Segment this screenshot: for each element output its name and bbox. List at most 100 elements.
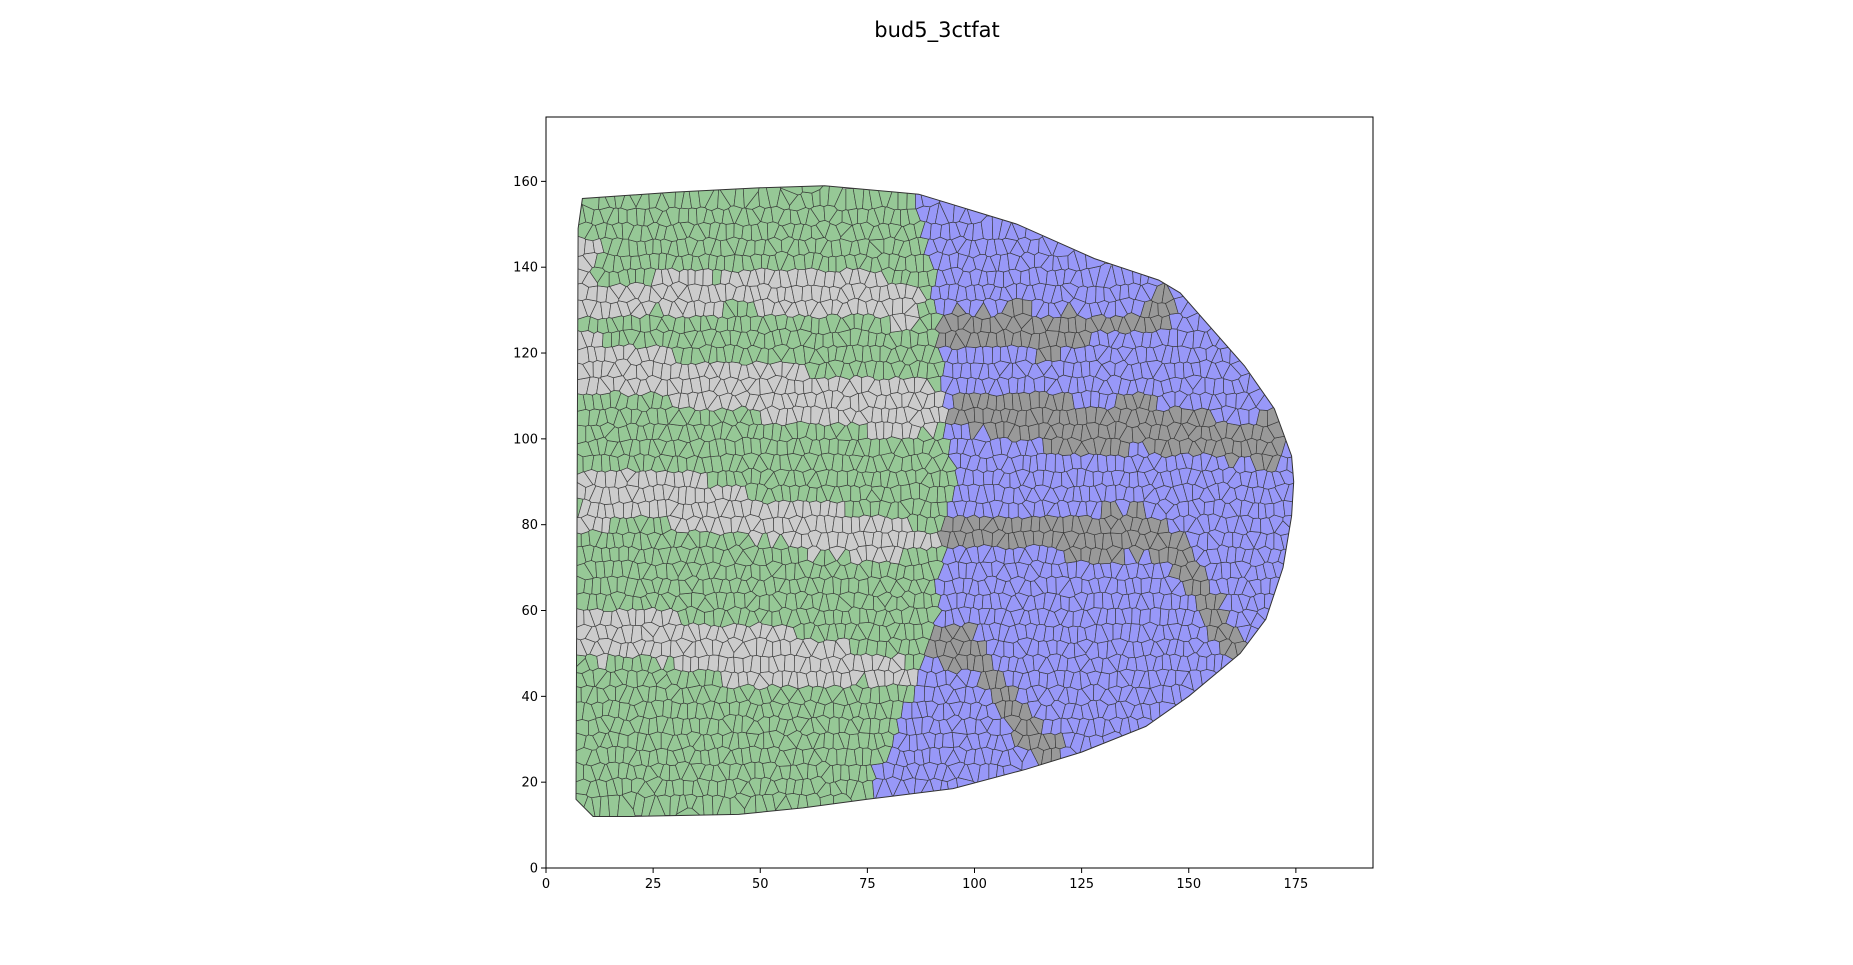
x-tick-label: 75	[859, 877, 876, 892]
tissue-cell	[1075, 407, 1088, 426]
tissue-cell	[678, 207, 690, 224]
tissue-cell	[1046, 575, 1057, 595]
tissue-cell	[690, 655, 700, 673]
tissue-cell	[660, 362, 672, 381]
y-tick-label: 140	[513, 261, 538, 276]
tissue-cell	[1003, 641, 1015, 659]
tissue-cell	[891, 422, 904, 440]
tissue-cell	[892, 297, 903, 316]
tissue-cell	[758, 594, 770, 612]
tissue-cell	[827, 716, 840, 735]
tissue-cell	[1095, 286, 1105, 304]
tissue-cell	[1090, 390, 1100, 408]
tissue-cell	[1030, 515, 1041, 533]
tissue-cell	[876, 640, 888, 657]
tissue-cell	[865, 638, 879, 657]
tissue-cell	[900, 328, 912, 349]
tissue-cell	[750, 654, 762, 675]
tissue-cell	[986, 718, 1001, 736]
tissue-cell	[982, 470, 994, 486]
y-tick-label: 100	[513, 432, 538, 447]
y-tick-label: 160	[513, 175, 538, 190]
tissue-cell	[982, 345, 993, 365]
tissue-cell	[682, 654, 692, 673]
tissue-cell	[694, 487, 705, 504]
tissue-cell	[1105, 607, 1117, 625]
tissue-cell	[934, 732, 944, 750]
tissue-cell	[1058, 316, 1070, 334]
tissue-cell	[687, 268, 696, 286]
tissue-cell	[1038, 671, 1049, 689]
tissue-cell	[606, 745, 617, 763]
tissue-cell	[612, 501, 624, 519]
tissue-cell	[909, 481, 921, 500]
tissue-cell	[1105, 454, 1116, 473]
tissue-cell	[772, 639, 782, 658]
tissue-cell	[741, 224, 752, 242]
tissue-cell	[904, 653, 915, 671]
y-tick-label: 60	[521, 604, 538, 619]
tissue-cell	[1219, 654, 1240, 678]
tissue-cell	[858, 423, 868, 441]
tissue-cell	[740, 315, 751, 333]
tissue-cell	[891, 517, 903, 533]
tissue-cell	[991, 345, 1001, 365]
tissue-cell	[839, 577, 850, 595]
tissue-cell	[828, 437, 839, 456]
tissue-cell	[1200, 579, 1211, 597]
tissue-cell	[822, 332, 834, 349]
tissue-cell	[1280, 531, 1294, 553]
tissue-cell	[1093, 591, 1104, 609]
tissue-cell	[1003, 392, 1014, 411]
tissue-cell	[1042, 437, 1052, 455]
tissue-cell	[913, 685, 925, 703]
tissue-cell	[844, 500, 854, 518]
tissue-cell	[836, 470, 849, 488]
tissue-cell	[694, 268, 704, 287]
tissue-cell	[699, 408, 710, 427]
tissue-cell	[1060, 595, 1070, 612]
tissue-cell	[1092, 470, 1104, 487]
tissue-cell	[828, 407, 840, 425]
tissue-cell	[884, 595, 898, 612]
tissue-cell	[810, 316, 820, 335]
tissue-cell	[725, 222, 735, 241]
tissue-cell	[1234, 640, 1255, 664]
tissue-cell	[1104, 484, 1117, 503]
tissue-cell	[972, 593, 984, 611]
tissue-cell	[703, 301, 715, 317]
tissue-cell	[1125, 408, 1141, 428]
tissue-cell	[832, 763, 842, 783]
tissue-cell	[611, 330, 621, 348]
tissue-cell	[1080, 360, 1091, 378]
tissue-cell	[797, 546, 809, 563]
tissue-cell	[773, 516, 784, 535]
x-tick-label: 50	[752, 877, 769, 892]
tissue-cell	[1260, 577, 1271, 595]
tissue-cell	[635, 608, 645, 626]
tissue-cell	[957, 561, 967, 580]
tissue-cell	[1029, 390, 1040, 410]
tissue-cell	[835, 500, 846, 518]
tissue-cell	[823, 731, 834, 750]
tissue-cell	[733, 591, 746, 609]
tissue-cell	[1044, 452, 1056, 473]
tissue-cell	[897, 186, 908, 211]
tissue-cell	[815, 423, 825, 441]
tissue-cell	[1011, 297, 1024, 317]
chart-title: bud5_3ctfat	[874, 18, 999, 43]
tissue-cell	[871, 530, 883, 549]
tissue-cell	[1174, 361, 1185, 380]
tissue-cell	[1197, 307, 1218, 333]
y-tick-label: 40	[521, 690, 538, 705]
tissue-cell	[1119, 283, 1130, 301]
tissue-cell	[595, 560, 606, 579]
tissue-cell	[1066, 561, 1078, 580]
tissue-cell	[609, 546, 620, 562]
tissue-cell	[960, 362, 972, 379]
tissue-cell	[785, 562, 796, 581]
tissue-cell	[973, 406, 984, 424]
tissue-cell	[857, 578, 870, 596]
tissue-cell	[684, 486, 696, 506]
